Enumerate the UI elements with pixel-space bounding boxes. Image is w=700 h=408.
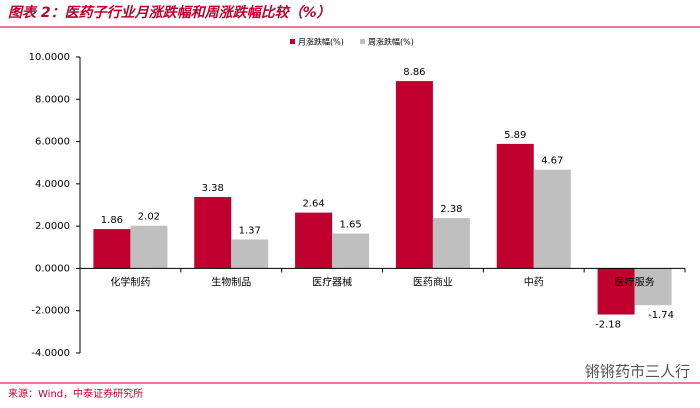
data-label: 1.86 xyxy=(101,215,123,226)
bar xyxy=(533,169,571,269)
bar xyxy=(597,268,635,315)
bar xyxy=(130,225,168,269)
bar xyxy=(496,143,534,269)
bar xyxy=(295,212,333,269)
bar xyxy=(634,268,672,306)
bar xyxy=(332,233,370,269)
legend-label: 月涨跌幅(%) xyxy=(298,37,344,47)
y-tick-label: 0.0000 xyxy=(35,263,70,274)
data-label: 2.64 xyxy=(302,199,324,210)
y-tick-label: 6.0000 xyxy=(35,137,70,148)
x-tick-label: 医疗器械 xyxy=(312,275,352,288)
y-tick-label: -4.0000 xyxy=(31,348,70,359)
data-label: 2.02 xyxy=(138,212,160,223)
x-tick-label: 医疗服务 xyxy=(615,275,655,288)
x-tick-label: 医药商业 xyxy=(413,275,453,288)
data-label: 8.86 xyxy=(403,67,425,78)
legend-swatch xyxy=(360,39,365,44)
data-label: 2.38 xyxy=(440,204,462,215)
bar xyxy=(231,239,269,269)
y-tick-label: 4.0000 xyxy=(35,179,70,190)
data-label: -2.18 xyxy=(595,320,621,331)
watermark: 锵锵药市三人行 xyxy=(585,363,690,381)
bar xyxy=(395,81,433,269)
legend-label: 周涨跌幅(%) xyxy=(368,37,414,47)
x-tick-label: 生物制品 xyxy=(211,275,251,288)
bar xyxy=(194,196,232,269)
y-tick-label: 10.0000 xyxy=(29,52,70,63)
y-tick-label: -2.0000 xyxy=(31,306,70,317)
data-label: 1.37 xyxy=(239,225,261,236)
chart-title: 图表 2：医药子行业月涨跌幅和周涨跌幅比较（%） xyxy=(8,4,331,21)
y-tick-label: 8.0000 xyxy=(35,94,70,105)
bar xyxy=(432,218,470,269)
data-label: 1.65 xyxy=(339,220,361,231)
x-tick-label: 中药 xyxy=(524,275,544,288)
data-label: 3.38 xyxy=(202,183,224,194)
x-tick-label: 化学制药 xyxy=(110,275,150,288)
data-label: -1.74 xyxy=(648,310,674,321)
data-label: 5.89 xyxy=(504,130,526,141)
bar xyxy=(93,229,131,269)
y-tick-label: 2.0000 xyxy=(35,221,70,232)
source: 来源：Wind，中泰证券研究所 xyxy=(8,387,143,400)
legend-swatch xyxy=(290,39,295,44)
data-label: 4.67 xyxy=(541,156,563,167)
